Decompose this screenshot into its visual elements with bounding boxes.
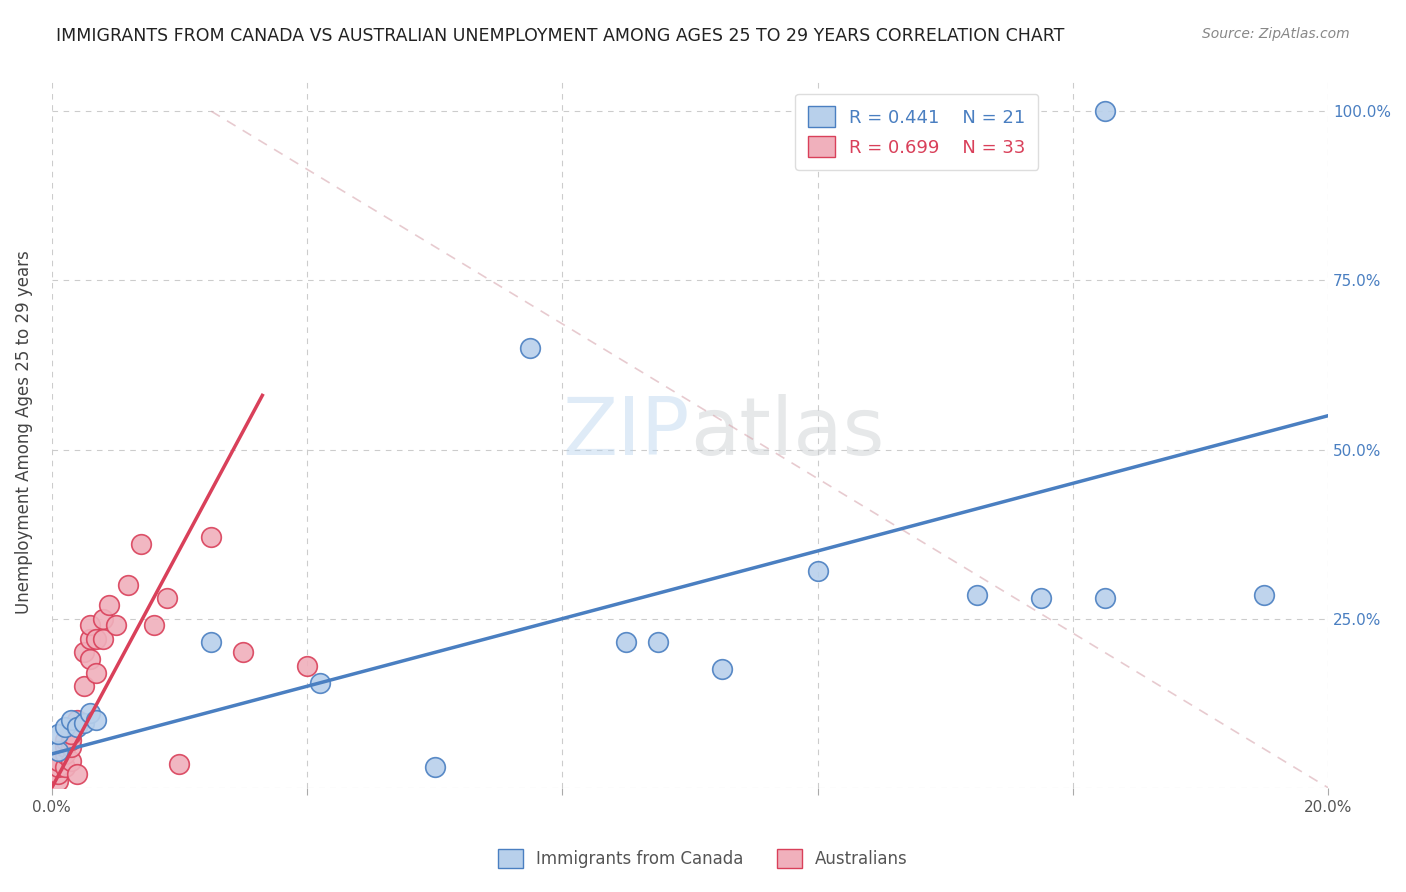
Point xyxy=(73,679,96,693)
Legend: Immigrants from Canada, Australians: Immigrants from Canada, Australians xyxy=(491,842,915,875)
Point xyxy=(117,578,139,592)
Point xyxy=(1094,104,1116,119)
Point xyxy=(66,720,89,734)
Point xyxy=(647,635,669,649)
Point xyxy=(91,632,114,646)
Text: ZIP: ZIP xyxy=(562,393,690,472)
Point xyxy=(66,713,89,727)
Point xyxy=(79,706,101,721)
Point xyxy=(53,720,76,734)
Point xyxy=(104,618,127,632)
Point xyxy=(423,760,446,774)
Point xyxy=(156,591,179,606)
Point xyxy=(53,747,76,761)
Point xyxy=(169,757,191,772)
Point xyxy=(46,774,69,789)
Point xyxy=(46,743,69,757)
Point xyxy=(806,564,828,578)
Point xyxy=(308,676,330,690)
Point xyxy=(86,713,108,727)
Point xyxy=(59,726,82,740)
Point xyxy=(59,754,82,768)
Point xyxy=(1029,591,1052,606)
Point xyxy=(200,531,222,545)
Point xyxy=(46,767,69,781)
Point xyxy=(86,632,108,646)
Point xyxy=(91,612,114,626)
Point xyxy=(79,618,101,632)
Point xyxy=(46,754,69,768)
Point xyxy=(295,659,318,673)
Point xyxy=(614,635,637,649)
Point xyxy=(59,733,82,747)
Point xyxy=(129,537,152,551)
Y-axis label: Unemployment Among Ages 25 to 29 years: Unemployment Among Ages 25 to 29 years xyxy=(15,251,32,615)
Text: Source: ZipAtlas.com: Source: ZipAtlas.com xyxy=(1202,27,1350,41)
Point xyxy=(66,767,89,781)
Point xyxy=(142,618,165,632)
Text: atlas: atlas xyxy=(690,393,884,472)
Point xyxy=(232,645,254,659)
Point xyxy=(73,716,96,731)
Point xyxy=(1253,588,1275,602)
Legend: R = 0.441    N = 21, R = 0.699    N = 33: R = 0.441 N = 21, R = 0.699 N = 33 xyxy=(796,94,1038,169)
Point xyxy=(86,665,108,680)
Point xyxy=(79,652,101,666)
Text: IMMIGRANTS FROM CANADA VS AUSTRALIAN UNEMPLOYMENT AMONG AGES 25 TO 29 YEARS CORR: IMMIGRANTS FROM CANADA VS AUSTRALIAN UNE… xyxy=(56,27,1064,45)
Point xyxy=(710,662,733,676)
Point xyxy=(53,733,76,747)
Point xyxy=(59,740,82,755)
Point xyxy=(98,598,121,612)
Point xyxy=(46,726,69,740)
Point xyxy=(46,760,69,774)
Point xyxy=(73,645,96,659)
Point xyxy=(59,713,82,727)
Point xyxy=(200,635,222,649)
Point xyxy=(53,760,76,774)
Point xyxy=(966,588,988,602)
Point xyxy=(79,632,101,646)
Point xyxy=(519,341,541,355)
Point xyxy=(53,740,76,755)
Point xyxy=(1094,591,1116,606)
